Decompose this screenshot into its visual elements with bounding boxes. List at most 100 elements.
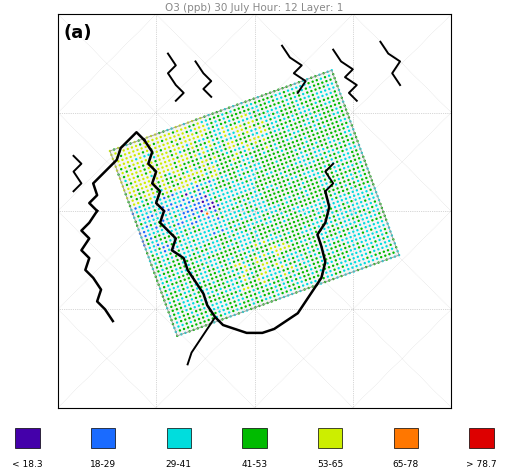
Point: [198, 158, 206, 166]
Point: [297, 238, 305, 246]
Point: [244, 182, 252, 189]
Point: [147, 208, 155, 216]
Point: [169, 129, 177, 137]
Point: [187, 153, 195, 161]
Point: [189, 171, 197, 178]
Point: [261, 242, 269, 250]
Point: [344, 239, 352, 246]
Point: [207, 271, 215, 278]
Point: [312, 73, 320, 80]
Point: [195, 200, 203, 207]
Point: [242, 151, 250, 159]
Point: [201, 139, 209, 147]
Point: [259, 185, 267, 192]
Point: [343, 132, 351, 140]
Point: [353, 173, 361, 181]
Point: [195, 239, 204, 247]
Point: [375, 223, 383, 230]
Point: [130, 201, 138, 209]
Point: [187, 229, 195, 237]
Text: (a): (a): [64, 24, 92, 42]
Point: [202, 192, 210, 200]
Point: [335, 215, 344, 223]
Point: [386, 228, 394, 235]
Point: [305, 248, 314, 256]
Point: [159, 141, 167, 149]
Point: [380, 248, 388, 255]
Point: [146, 182, 154, 189]
Point: [334, 109, 342, 117]
Point: [383, 220, 391, 228]
Point: [289, 267, 297, 275]
Point: [188, 233, 196, 241]
Point: [208, 262, 216, 269]
Point: [241, 236, 249, 244]
Point: [238, 304, 246, 312]
Point: [262, 91, 270, 98]
Point: [242, 267, 250, 274]
Point: [254, 146, 263, 154]
Point: [218, 289, 226, 297]
Point: [242, 214, 250, 221]
Point: [295, 181, 303, 189]
Point: [170, 311, 178, 319]
Point: [318, 141, 326, 149]
Point: [285, 167, 293, 174]
Point: [332, 78, 340, 86]
Point: [360, 193, 368, 201]
Point: [295, 208, 303, 215]
Point: [306, 226, 315, 233]
Point: [164, 166, 172, 174]
Point: [331, 114, 340, 122]
Point: [342, 221, 350, 229]
Point: [367, 253, 376, 260]
Point: [245, 146, 253, 153]
Point: [239, 295, 247, 302]
Point: [207, 208, 215, 216]
Point: [372, 237, 380, 245]
Point: [219, 253, 227, 261]
Point: [219, 204, 228, 211]
Point: [239, 103, 247, 111]
Point: [314, 80, 322, 88]
Point: [137, 220, 146, 228]
Point: [179, 321, 187, 329]
Point: [291, 93, 299, 101]
Point: [185, 199, 193, 206]
Point: [133, 222, 141, 229]
Point: [369, 230, 377, 237]
Point: [278, 200, 287, 208]
Title: O3 (ppb) 30 July Hour: 12 Layer: 1: O3 (ppb) 30 July Hour: 12 Layer: 1: [165, 3, 344, 13]
Point: [139, 148, 147, 156]
Point: [313, 268, 321, 275]
Point: [307, 87, 316, 95]
Point: [301, 197, 309, 204]
Point: [273, 273, 281, 281]
Point: [272, 145, 280, 152]
Point: [300, 273, 308, 280]
Point: [195, 213, 203, 220]
Point: [274, 277, 282, 285]
Point: [156, 272, 164, 279]
Point: [258, 105, 266, 113]
Point: [211, 296, 219, 303]
Point: [232, 262, 240, 270]
Point: [253, 143, 261, 150]
Point: [292, 133, 300, 141]
Point: [201, 126, 209, 134]
Point: [210, 190, 218, 197]
Point: [154, 152, 162, 160]
Point: [223, 202, 232, 210]
Point: [347, 246, 355, 254]
Point: [224, 242, 232, 250]
Point: [266, 178, 274, 186]
Point: [271, 128, 279, 135]
Point: [277, 170, 285, 177]
Point: [302, 276, 310, 284]
Point: [229, 178, 237, 186]
Point: [302, 138, 310, 146]
Point: [291, 80, 299, 88]
Point: [232, 110, 240, 118]
Point: [329, 160, 337, 167]
Point: [285, 229, 293, 237]
